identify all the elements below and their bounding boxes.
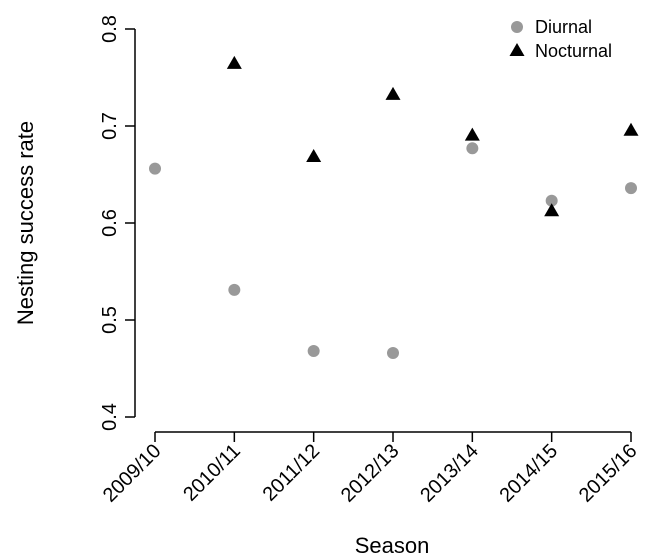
- legend-nocturnal-marker: [509, 42, 525, 56]
- nocturnal-point: [385, 86, 401, 100]
- data-points: [149, 55, 639, 359]
- diurnal-point: [545, 194, 558, 207]
- y-tick-label: 0.8: [99, 15, 121, 43]
- nocturnal-point: [306, 148, 322, 162]
- x-tick-label: 2015/16: [575, 440, 642, 507]
- x-axis: 2009/10 2010/11 2011/12 2012/13 2013/14 2014/…: [99, 431, 642, 507]
- x-tick-label: 2013/14: [416, 440, 483, 507]
- diurnal-point: [228, 283, 241, 296]
- y-tick-label: 0.4: [99, 403, 121, 431]
- legend-diurnal-marker: [511, 21, 523, 33]
- x-tick-label: 2012/13: [337, 440, 404, 507]
- y-axis-label: Nesting success rate: [13, 121, 38, 325]
- y-tick-label: 0.5: [99, 306, 121, 334]
- nocturnal-point: [226, 55, 242, 69]
- y-tick-label: 0.6: [99, 209, 121, 237]
- x-tick-label: 2014/15: [496, 440, 563, 507]
- diurnal-point: [149, 162, 161, 175]
- diurnal-point: [625, 182, 637, 195]
- diurnal-point: [387, 346, 399, 359]
- legend-diurnal-label: Diurnal: [535, 17, 592, 37]
- x-axis-label: Season: [355, 533, 430, 558]
- y-tick-label: 0.7: [99, 112, 121, 140]
- diurnal-point: [307, 345, 320, 358]
- x-tick-label: 2010/11: [179, 440, 245, 506]
- nocturnal-point: [623, 122, 639, 136]
- legend-nocturnal-label: Nocturnal: [535, 41, 612, 61]
- nocturnal-point: [544, 203, 560, 217]
- diurnal-point: [466, 142, 479, 155]
- legend: Diurnal Nocturnal: [509, 17, 612, 61]
- x-tick-label: 2011/12: [259, 440, 325, 506]
- y-axis: 0.4 0.5 0.6 0.7 0.8: [99, 15, 136, 431]
- x-tick-label: 2009/10: [99, 440, 166, 507]
- nocturnal-point: [464, 127, 480, 141]
